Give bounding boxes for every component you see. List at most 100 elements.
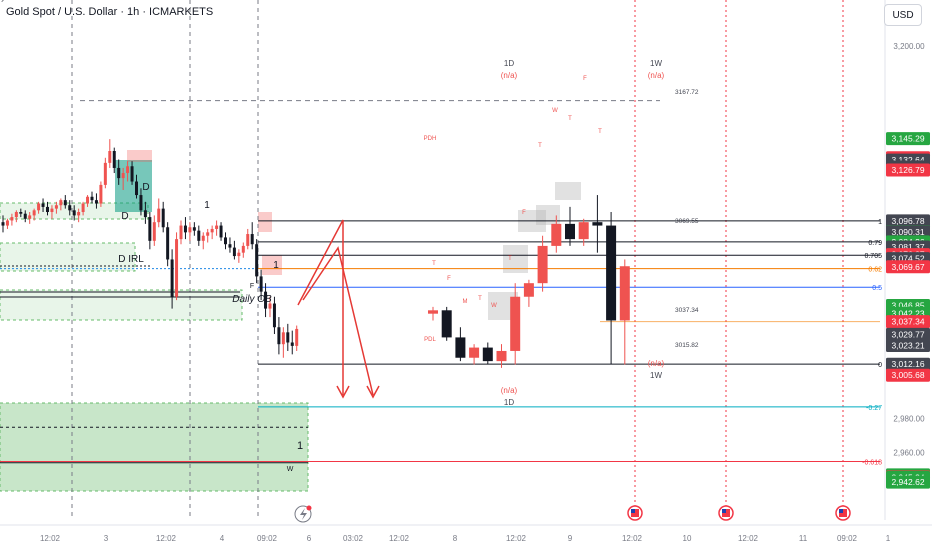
projection-path xyxy=(297,219,344,395)
chart-annotation: T xyxy=(508,256,512,262)
price-label-bg xyxy=(886,475,930,489)
chart-annotation: 1W xyxy=(650,59,662,68)
candle-body xyxy=(179,225,183,240)
price-label-bg xyxy=(886,368,930,382)
projection-arrows xyxy=(297,219,380,399)
candle-body xyxy=(286,332,290,343)
candle-body xyxy=(277,327,281,345)
candle-body xyxy=(281,332,285,345)
candle-body xyxy=(157,208,161,223)
candle-body xyxy=(510,296,521,351)
time-tick: 3 xyxy=(104,534,109,543)
price-label-text: 3,042.23 xyxy=(891,308,924,318)
chart-annotation: (n/a) xyxy=(648,359,665,368)
lightning-bolt xyxy=(300,508,307,520)
price-axis: 3,200.002,980.002,960.003,145.293,134.02… xyxy=(884,0,930,520)
chart-annotation: 1 xyxy=(273,260,279,271)
candle-body xyxy=(68,205,72,211)
zone-rect xyxy=(536,205,560,225)
chart-annotation: T xyxy=(568,116,572,122)
chart-annotation: F xyxy=(583,76,587,82)
time-tick: 09:02 xyxy=(257,534,278,543)
candle-body xyxy=(565,223,575,240)
price-label-text: 3,069.67 xyxy=(891,262,924,272)
candle-body xyxy=(537,245,548,284)
candle-body xyxy=(143,210,147,218)
candle-body xyxy=(94,200,98,204)
price-label: 3,029.77 xyxy=(886,327,930,341)
candle-body xyxy=(228,244,232,248)
candle-body xyxy=(23,213,27,219)
candle-body xyxy=(148,217,152,241)
candle-body xyxy=(188,227,192,233)
currency-button[interactable]: USD xyxy=(884,4,922,26)
candle-body xyxy=(1,222,5,226)
time-tick: 12:02 xyxy=(506,534,527,543)
candle-body xyxy=(86,196,90,204)
zone-rect xyxy=(0,289,243,321)
price-label: 3,012.16 xyxy=(886,357,930,371)
price-label-bg xyxy=(886,357,930,371)
arrow-head xyxy=(336,385,350,399)
chart-annotation: W xyxy=(491,303,497,309)
candle-body xyxy=(237,252,241,257)
price-label-text: 3,046.85 xyxy=(891,300,924,310)
candle-body xyxy=(77,212,81,216)
chart-annotation: (n/a) xyxy=(648,71,665,80)
price-label: 3,090.31 xyxy=(886,225,930,239)
candle-body xyxy=(19,212,23,214)
candle-body xyxy=(219,225,223,238)
arrow-head xyxy=(366,385,380,399)
candle-body xyxy=(578,222,589,240)
price-label: 3,126.79 xyxy=(886,163,930,177)
price-label-bg xyxy=(886,163,930,177)
time-tick: 8 xyxy=(453,534,458,543)
candle-body xyxy=(99,184,103,204)
time-tick: 10 xyxy=(683,534,692,543)
zone-rect xyxy=(555,182,581,200)
chart-annotation: PDH xyxy=(424,136,437,142)
chart-annotation: 1D xyxy=(504,398,514,407)
candle-body xyxy=(90,196,94,201)
alert-dot xyxy=(306,505,312,511)
candle-body xyxy=(152,222,156,241)
candle-body xyxy=(5,220,9,226)
candle-body xyxy=(551,223,562,246)
time-tick: 09:02 xyxy=(837,534,858,543)
candles-daily xyxy=(428,195,630,368)
candle-body xyxy=(46,206,49,213)
chart-annotation: M xyxy=(463,299,468,305)
chart-annotation: T xyxy=(598,129,602,135)
price-label-bg xyxy=(886,327,930,341)
flag-canton xyxy=(631,509,635,513)
zone-rect xyxy=(258,212,272,232)
candle-body xyxy=(161,208,165,228)
chart-annotation: Daily OB xyxy=(232,294,272,305)
candle-body xyxy=(54,205,58,209)
price-label-text: 3,096.78 xyxy=(891,216,924,226)
candle-body xyxy=(241,245,245,253)
time-tick: 12:02 xyxy=(738,534,759,543)
price-tick: 2,960.00 xyxy=(893,449,925,458)
candle-body xyxy=(117,167,121,179)
price-label: 2,942.62 xyxy=(886,475,930,489)
candle-body xyxy=(272,303,276,328)
candle-body xyxy=(175,239,179,297)
chart-annotation: D IRL xyxy=(118,254,144,265)
candle-body xyxy=(59,200,63,206)
chart-annotation: 1 xyxy=(297,440,303,452)
candle-body xyxy=(206,232,210,236)
chart-annotation: T xyxy=(478,296,482,302)
time-tick: 12:02 xyxy=(156,534,177,543)
candle-body xyxy=(103,162,107,185)
flag-canton xyxy=(722,509,726,513)
chart-annotation: D xyxy=(142,182,149,193)
time-tick: 12:02 xyxy=(622,534,643,543)
price-label-text: 3,012.16 xyxy=(891,359,924,369)
candle-body xyxy=(121,173,125,179)
us-flag-icon xyxy=(627,505,643,521)
candle-body xyxy=(250,234,254,245)
candle-body xyxy=(126,166,130,174)
candle-body xyxy=(81,203,85,213)
